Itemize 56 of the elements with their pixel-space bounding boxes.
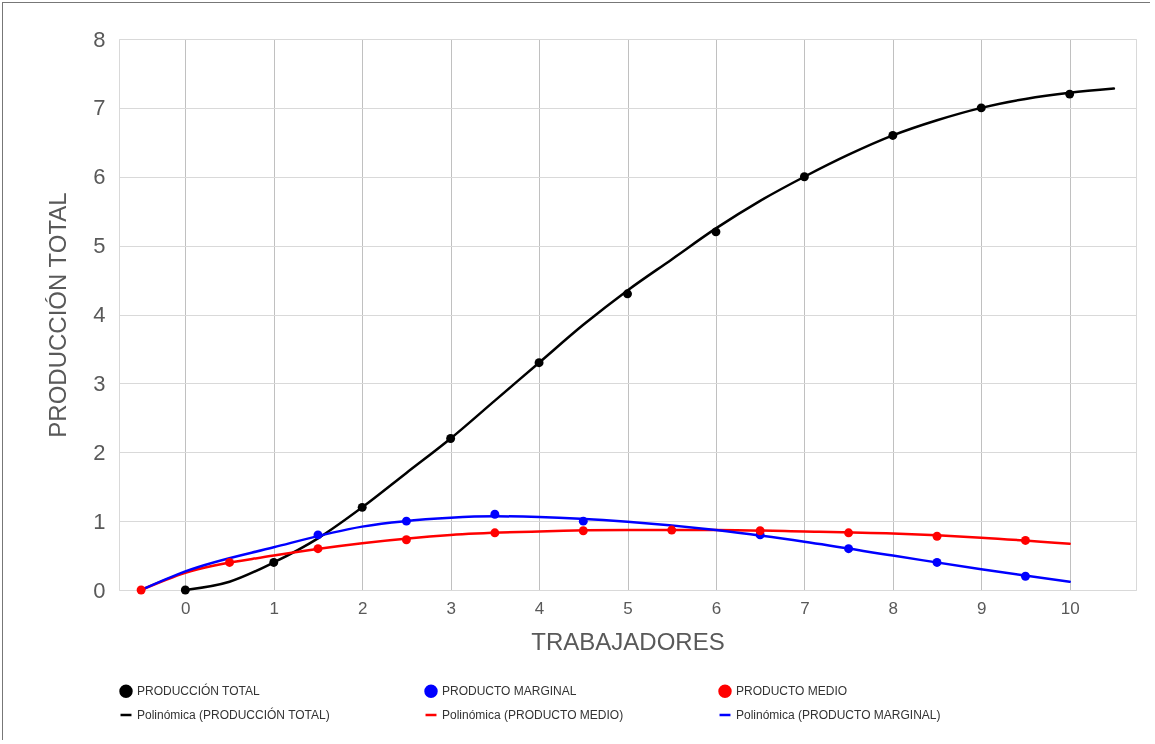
- x-tick-label: 6: [711, 598, 722, 618]
- legend-label: PRODUCTO MARGINAL: [442, 684, 577, 699]
- point: [578, 516, 588, 526]
- point: [1020, 571, 1030, 581]
- point: [667, 525, 677, 535]
- x-tick-label: 0: [181, 598, 191, 618]
- x-tick-label: 1: [269, 598, 279, 618]
- x-axis-title: TRABAJADORES: [531, 627, 725, 655]
- point: [180, 585, 190, 595]
- y-tick-label: 7: [93, 95, 106, 121]
- y-tick-label: 4: [93, 302, 106, 327]
- point: [1020, 535, 1030, 545]
- y-tick-label: 1: [93, 508, 106, 534]
- point: [799, 172, 809, 182]
- x-tick-label: 8: [888, 598, 899, 618]
- point: [888, 130, 898, 140]
- y-tick-label: 8: [93, 26, 106, 52]
- y-tick-label: 6: [93, 164, 106, 190]
- y-tick-label: 5: [93, 233, 106, 259]
- x-tick-label: 5: [623, 598, 633, 618]
- x-tick-label: 2: [357, 598, 368, 618]
- legend-label: PRODUCTO MEDIO: [736, 684, 848, 699]
- point: [136, 585, 146, 595]
- legend-label: Polinómica (PRODUCTO MEDIO): [442, 708, 624, 722]
- point: [932, 557, 942, 567]
- point: [976, 103, 986, 113]
- y-tick-label: 2: [93, 439, 106, 465]
- x-tick-label: 10: [1060, 598, 1080, 618]
- point: [401, 516, 411, 526]
- legend-label: PRODUCCIÓN TOTAL: [137, 683, 261, 699]
- x-tick-label: 3: [446, 598, 456, 618]
- point: [932, 531, 942, 541]
- legend-label: Polinómica (PRODUCCIÓN TOTAL): [137, 707, 330, 722]
- point: [490, 509, 500, 519]
- point: [844, 544, 854, 554]
- point: [446, 434, 456, 443]
- point: [711, 227, 721, 237]
- x-tick-label: 9: [977, 598, 987, 618]
- point: [313, 544, 323, 554]
- point: [225, 557, 235, 567]
- x-tick-label: 7: [800, 598, 810, 618]
- point: [401, 535, 411, 545]
- point: [313, 530, 323, 540]
- point: [623, 289, 632, 299]
- y-tick-label: 3: [93, 370, 106, 396]
- point: [844, 528, 854, 538]
- point: [534, 358, 544, 368]
- x-tick-label: 4: [534, 598, 545, 618]
- point: [490, 528, 500, 538]
- point: [357, 502, 367, 512]
- point: [755, 526, 765, 536]
- point: [269, 557, 279, 567]
- y-axis-title: PRODUCCIÓN TOTAL: [44, 192, 72, 438]
- point: [578, 526, 588, 536]
- point: [1065, 89, 1075, 99]
- legend-label: Polinómica (PRODUCTO MARGINAL): [736, 708, 941, 722]
